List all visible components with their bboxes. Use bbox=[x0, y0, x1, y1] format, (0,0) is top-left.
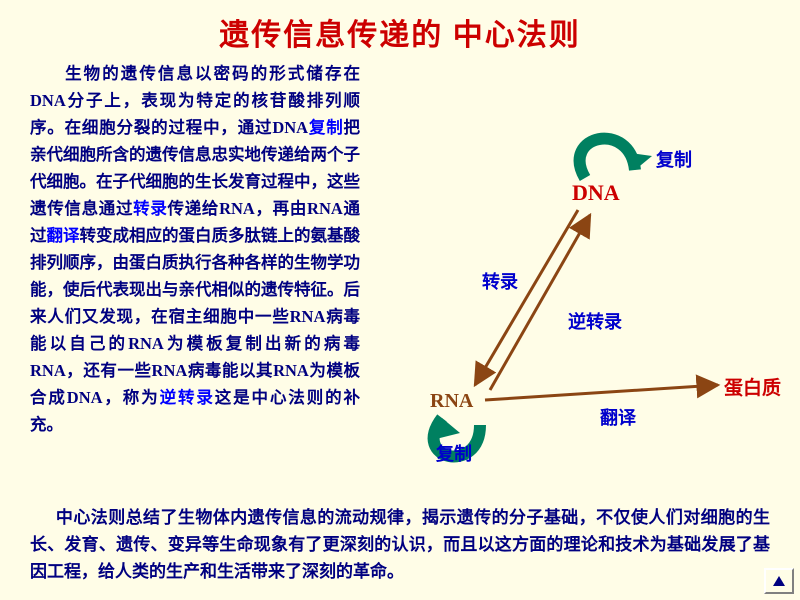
triangle-up-icon bbox=[772, 575, 786, 587]
page-title: 遗传信息传递的 中心法则 bbox=[0, 0, 800, 54]
label-replication-rna: 复制 bbox=[436, 440, 472, 466]
central-dogma-diagram: DNA RNA 蛋白质 复制 复制 转录 逆转录 翻译 bbox=[380, 100, 790, 480]
nav-up-button[interactable] bbox=[764, 568, 794, 594]
label-transcription: 转录 bbox=[482, 268, 518, 294]
arrow-reverse-transcription bbox=[490, 215, 590, 390]
paragraph-main: 生物的遗传信息以密码的形式储存在DNA分子上，表现为特定的核苷酸排列顺序。在细胞… bbox=[30, 60, 360, 438]
arrow-transcription bbox=[475, 210, 578, 385]
diagram-arrows bbox=[380, 100, 790, 480]
label-replication-dna: 复制 bbox=[656, 146, 692, 172]
node-rna: RNA bbox=[430, 390, 473, 413]
label-translation: 翻译 bbox=[600, 404, 636, 430]
paragraph-summary: 中心法则总结了生物体内遗传信息的流动规律，揭示遗传的分子基础，不仅使人们对细胞的… bbox=[30, 504, 770, 585]
node-protein: 蛋白质 bbox=[724, 373, 781, 400]
node-dna: DNA bbox=[572, 180, 620, 206]
para1-content: 生物的遗传信息以密码的形式储存在DNA分子上，表现为特定的核苷酸排列顺序。在细胞… bbox=[30, 64, 360, 434]
para2-text: 中心法则总结了生物体内遗传信息的流动规律，揭示遗传的分子基础，不仅使人们对细胞的… bbox=[30, 508, 770, 581]
loop-dna-replication bbox=[580, 139, 652, 178]
arrow-translation bbox=[485, 385, 718, 400]
label-rev-transcription: 逆转录 bbox=[568, 308, 622, 334]
title-text: 遗传信息传递的 中心法则 bbox=[219, 19, 581, 52]
